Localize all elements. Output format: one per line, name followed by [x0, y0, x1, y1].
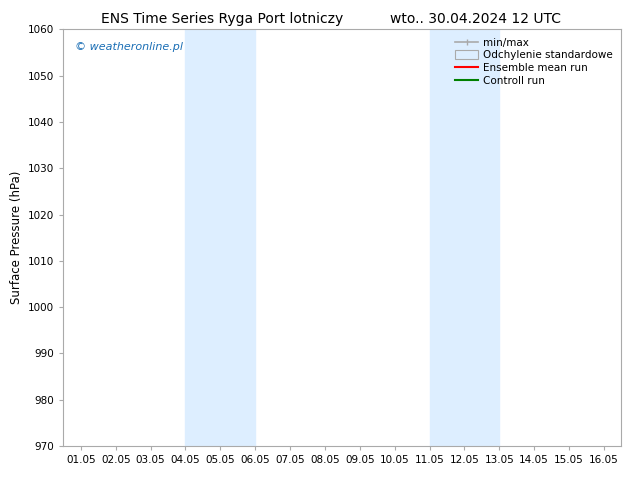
- Text: © weatheronline.pl: © weatheronline.pl: [75, 42, 183, 52]
- Bar: [185, 29, 255, 446]
- Y-axis label: Surface Pressure (hPa): Surface Pressure (hPa): [10, 171, 23, 304]
- Legend: min/max, Odchylenie standardowe, Ensemble mean run, Controll run: min/max, Odchylenie standardowe, Ensembl…: [452, 35, 616, 89]
- Text: ENS Time Series Ryga Port lotniczy: ENS Time Series Ryga Port lotniczy: [101, 12, 343, 26]
- Bar: [429, 29, 500, 446]
- Text: wto.. 30.04.2024 12 UTC: wto.. 30.04.2024 12 UTC: [390, 12, 561, 26]
